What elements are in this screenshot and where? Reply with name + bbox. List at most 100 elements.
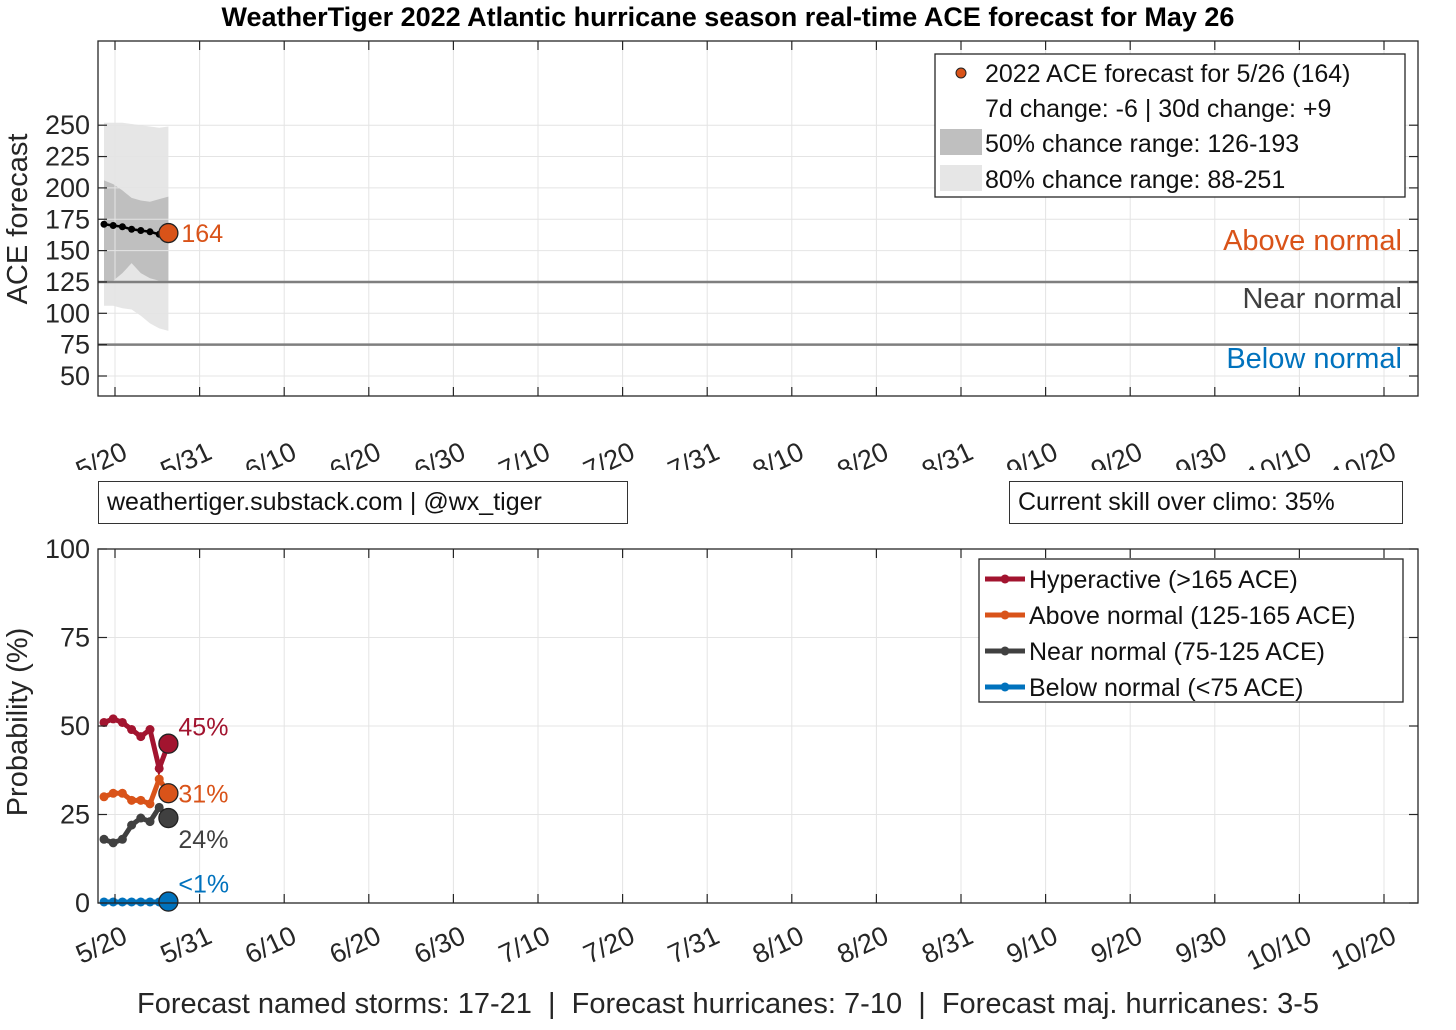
series-point xyxy=(127,897,137,907)
series-point xyxy=(108,714,118,724)
y-tick-label: 175 xyxy=(45,204,90,234)
y-tick-label: 100 xyxy=(45,298,90,328)
x-tick-label: 6/10 xyxy=(240,436,300,470)
series-point xyxy=(136,732,146,742)
legend-text: Near normal (75-125 ACE) xyxy=(1029,638,1325,666)
probability-chart: 45% 31% 24% <1% 0 25 50 75 100 5/20 5/31 6/10 6/20 6/… xyxy=(2,534,1419,976)
x-tick-label: 5/31 xyxy=(156,920,216,969)
legend-band50-swatch xyxy=(940,129,982,155)
x-tick-label: 9/30 xyxy=(1171,920,1231,969)
series-point xyxy=(99,792,109,802)
x-tick-label: 8/20 xyxy=(833,436,893,470)
series-point xyxy=(117,788,127,798)
x-tick-label: 6/20 xyxy=(325,436,385,470)
series-line xyxy=(103,803,171,846)
series-point xyxy=(108,897,118,907)
x-tick-label: 5/31 xyxy=(156,436,216,470)
y-tick-label: 125 xyxy=(45,267,90,297)
forecast-point xyxy=(118,223,126,231)
series-latest-point xyxy=(158,891,179,912)
y-axis-label: ACE forecast xyxy=(2,134,34,305)
x-tick-label: 9/20 xyxy=(1086,920,1146,969)
source-credit: weathertiger.substack.com | @wx_tiger xyxy=(98,481,628,524)
series-point xyxy=(154,802,164,812)
series-point xyxy=(154,763,164,773)
region-below-label: Below normal xyxy=(1226,343,1402,375)
series-point xyxy=(127,795,137,805)
x-tick-label: 7/20 xyxy=(579,920,639,969)
series-latest-point xyxy=(158,733,179,754)
series-point xyxy=(127,725,137,735)
y-tick-label: 225 xyxy=(45,142,90,172)
legend-marker xyxy=(1000,682,1010,692)
x-tick-label: 10/10 xyxy=(1242,436,1316,470)
legend-box xyxy=(978,558,1404,703)
x-tick-label: 8/10 xyxy=(748,436,808,470)
region-above-label: Above normal xyxy=(1223,225,1402,257)
series-end-label: 24% xyxy=(178,826,228,854)
forecast-point xyxy=(146,228,154,236)
legend-box xyxy=(934,53,1406,198)
series-point xyxy=(136,897,146,907)
x-tick-label: 9/10 xyxy=(1002,920,1062,969)
series-point xyxy=(108,788,118,798)
series-point xyxy=(154,774,164,784)
series-point xyxy=(99,897,109,907)
legend-marker xyxy=(1000,610,1010,620)
x-tick-label: 6/30 xyxy=(410,920,470,969)
legend-band80-swatch xyxy=(940,165,982,191)
x-tick-label: 10/10 xyxy=(1242,920,1316,976)
x-tick-label: 7/31 xyxy=(663,436,723,470)
x-tick-label: 8/10 xyxy=(748,920,808,969)
series-end-label: <1% xyxy=(178,871,229,899)
legend-forecast-text: 2022 ACE forecast for 5/26 (164) xyxy=(985,60,1351,88)
series-point xyxy=(136,795,146,805)
series-latest-point xyxy=(158,807,179,829)
y-tick-label: 75 xyxy=(60,623,90,653)
legend-band80-text: 80% chance range: 88-251 xyxy=(985,166,1285,194)
forecast-point xyxy=(100,220,108,228)
y-tick-label: 0 xyxy=(75,888,90,918)
legend-text: Below normal (<75 ACE) xyxy=(1029,674,1303,702)
x-tick-label: 7/31 xyxy=(663,920,723,969)
series-end-label: 45% xyxy=(178,714,228,742)
series-point xyxy=(145,897,155,907)
forecast-footer: Forecast named storms: 17-21 | Forecast … xyxy=(0,988,1456,1021)
series-point xyxy=(145,725,155,735)
series-point xyxy=(117,897,127,907)
legend-change-text: 7d change: -6 | 30d change: +9 xyxy=(985,95,1331,123)
y-tick-label: 150 xyxy=(45,236,90,266)
legend-forecast-marker xyxy=(955,67,967,79)
forecast-point xyxy=(128,225,136,233)
x-tick-label: 7/10 xyxy=(494,920,554,969)
y-tick-label: 75 xyxy=(60,330,90,360)
y-tick-label: 100 xyxy=(45,534,90,564)
series-point xyxy=(99,717,109,727)
series-point xyxy=(145,817,155,827)
legend-band50-text: 50% chance range: 126-193 xyxy=(985,130,1299,158)
forecast-point xyxy=(137,227,145,235)
series-end-label: 31% xyxy=(178,780,228,808)
x-tick-label: 5/20 xyxy=(71,436,131,470)
y-tick-label: 50 xyxy=(60,361,90,391)
y-tick-label: 250 xyxy=(45,110,90,140)
region-near-label: Near normal xyxy=(1242,283,1402,315)
series-point xyxy=(108,838,118,848)
chart-title: WeatherTiger 2022 Atlantic hurricane sea… xyxy=(221,2,1235,32)
y-tick-label: 50 xyxy=(60,711,90,741)
x-tick-label: 5/20 xyxy=(71,920,131,969)
footer-text: Forecast named storms: 17-21 | Forecast … xyxy=(137,988,1319,1020)
x-tick-label: 6/10 xyxy=(240,920,300,969)
x-tick-label: 7/10 xyxy=(494,436,554,470)
x-tick-label: 10/20 xyxy=(1327,436,1401,470)
y-tick-label: 25 xyxy=(60,800,90,830)
ace-forecast-chart: 164 Above normal Near normal Below normal 50… xyxy=(2,40,1419,470)
legend-text: Hyperactive (>165 ACE) xyxy=(1029,566,1298,594)
series-point xyxy=(127,820,137,830)
x-tick-label: 6/30 xyxy=(410,436,470,470)
x-tick-label: 8/20 xyxy=(833,920,893,969)
forecast-latest-label: 164 xyxy=(181,220,223,248)
x-tick-label: 7/20 xyxy=(579,436,639,470)
axes-frame xyxy=(97,40,1419,397)
series-point xyxy=(136,813,146,823)
